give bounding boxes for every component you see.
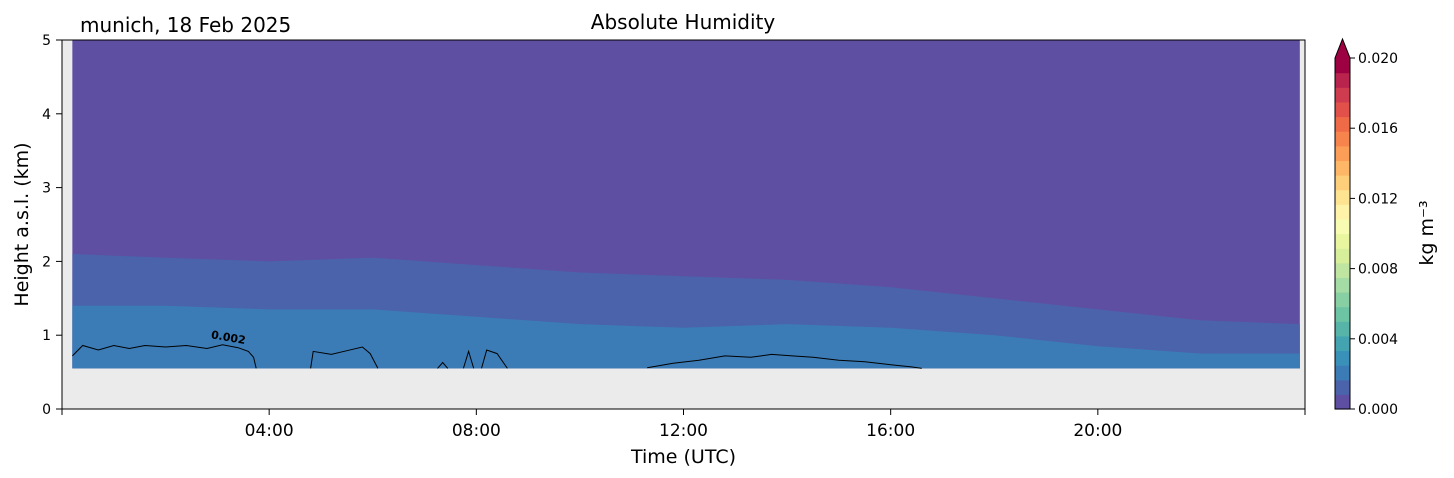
colorbar-extend-arrow <box>1335 39 1350 58</box>
plot-area <box>62 40 1305 409</box>
colorbar-segment <box>1335 277 1350 293</box>
colorbar-segment <box>1335 262 1350 278</box>
colorbar-segment <box>1335 218 1350 235</box>
colorbar-segment <box>1335 394 1350 410</box>
colorbar-segment <box>1335 350 1350 366</box>
colorbar-segment <box>1335 87 1350 103</box>
colorbar-tick-label: 0.020 <box>1358 51 1398 67</box>
colorbar-segment <box>1335 101 1350 118</box>
y-tick-label: 5 <box>42 33 51 49</box>
colorbar-segment <box>1335 306 1350 322</box>
colorbar-unit-label: kg m⁻³ <box>1416 200 1438 265</box>
colorbar-segment <box>1335 72 1350 88</box>
colorbar-segment <box>1335 379 1350 395</box>
contour-line <box>72 344 257 369</box>
colorbar-segment <box>1335 248 1350 264</box>
colorbar-tick-label: 0.012 <box>1358 191 1398 207</box>
colorbar-segment <box>1335 233 1350 249</box>
colorbar-segment <box>1335 175 1350 191</box>
x-tick-label: 12:00 <box>659 421 708 441</box>
x-tick-label: 20:00 <box>1073 421 1122 441</box>
colorbar-segment <box>1335 145 1350 161</box>
y-axis-label: Height a.s.l. (km) <box>11 142 33 306</box>
contour-line <box>310 346 379 369</box>
y-tick-label: 0 <box>42 402 51 418</box>
humidity-fill-level-2 <box>72 305 1300 369</box>
colorbar-segment <box>1335 335 1350 352</box>
colorbar-segment <box>1335 58 1350 74</box>
y-tick-label: 4 <box>42 107 51 123</box>
y-tick-label: 2 <box>42 254 51 270</box>
x-tick-label: 04:00 <box>245 421 294 441</box>
axes: 04:00 08:00 12:00 16:00 20:00 0 1 2 3 4 5 Time (UTC… <box>11 33 1306 468</box>
y-tick-label: 3 <box>42 181 51 197</box>
colorbar-segment <box>1335 292 1350 308</box>
x-tick-label: 08:00 <box>452 421 501 441</box>
contour-line <box>437 361 449 369</box>
contour-layer: 0.002 <box>72 328 922 369</box>
colorbar-segment <box>1335 116 1350 132</box>
chart-title: Absolute Humidity <box>590 10 776 34</box>
colorbar-segment <box>1335 321 1350 337</box>
colorbar-tick-label: 0.004 <box>1358 332 1398 348</box>
colorbar-segment <box>1335 189 1350 205</box>
contour-line <box>462 349 475 369</box>
x-tick-label: 16:00 <box>866 421 915 441</box>
x-axis-label: Time (UTC) <box>630 446 736 468</box>
colorbar-segment <box>1335 131 1350 147</box>
colorbar-outline <box>1334 37 1351 410</box>
contour-label: 0.002 <box>210 328 247 347</box>
contour-line <box>647 353 922 369</box>
station-date-label: munich, 18 Feb 2025 <box>80 13 292 37</box>
colorbar-tick-label: 0.008 <box>1358 262 1398 278</box>
colorbar: 0.000 0.004 0.008 0.012 0.016 0.020 kg m⁻³ <box>1334 37 1438 418</box>
colorbar-segment <box>1335 160 1350 176</box>
colorbar-tick-label: 0.000 <box>1358 402 1398 418</box>
contour-line <box>481 349 508 369</box>
y-tick-label: 1 <box>42 328 51 344</box>
colorbar-segment <box>1335 204 1350 220</box>
colorbar-segment <box>1335 365 1350 381</box>
colorbar-tick-label: 0.016 <box>1358 121 1398 137</box>
